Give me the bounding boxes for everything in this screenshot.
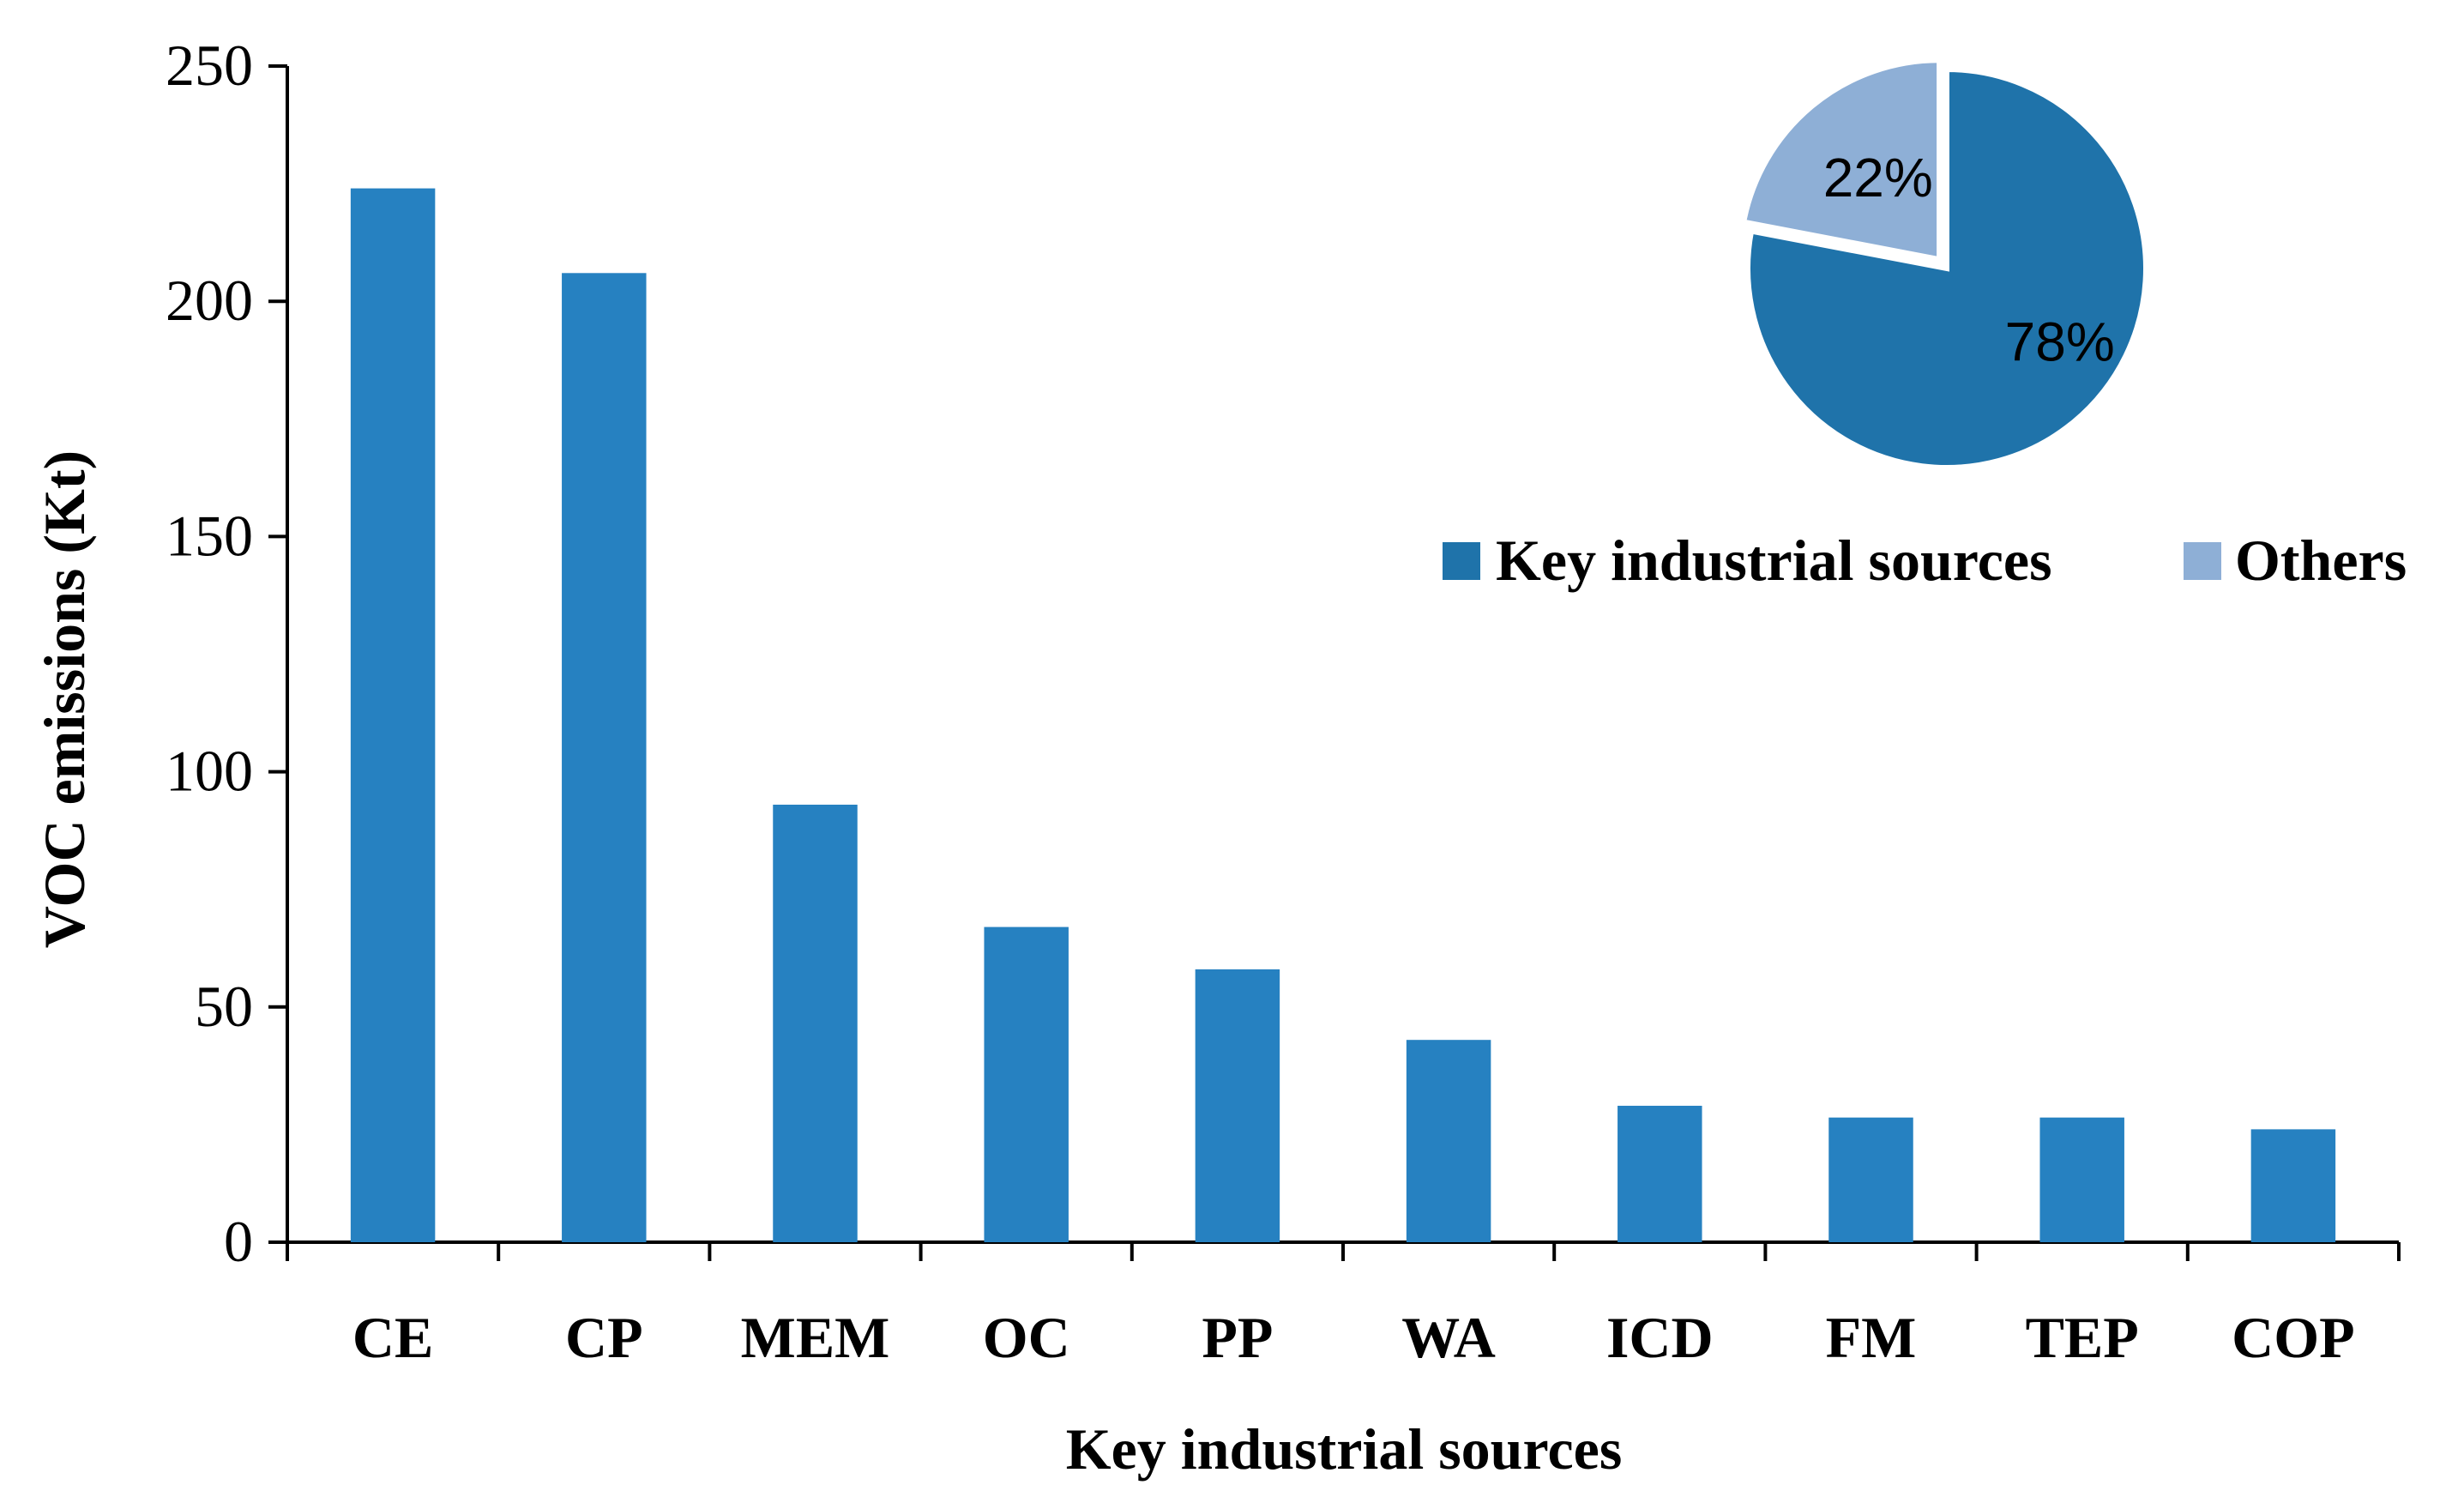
bar-pp [1195, 969, 1280, 1242]
x-ticks [286, 1242, 2401, 1261]
bar-cp [562, 273, 647, 1242]
legend-swatch-others [2184, 542, 2221, 580]
x-tick-label-wa: WA [1401, 1305, 1496, 1370]
y-tick-label-50: 50 [195, 974, 253, 1039]
x-tick-label-oc: OC [983, 1305, 1070, 1370]
bars [350, 188, 2336, 1243]
legend-swatch-key-industrial-sources [1443, 542, 1480, 580]
bar-cop [2250, 1129, 2336, 1242]
pie-slice-others [1740, 57, 1943, 263]
legend-label-others: Others [2235, 528, 2407, 593]
x-tick-labels: CE CP MEM OC PP WA ICD FM TEP COP [352, 1305, 2355, 1370]
y-axis-title: VOC emissions (Kt) [32, 450, 97, 948]
bar-oc [984, 927, 1069, 1242]
x-tick-label-tep: TEP [2026, 1305, 2139, 1370]
y-ticks: 0 50 100 150 200 250 [166, 33, 287, 1274]
x-tick-label-cp: CP [565, 1305, 643, 1370]
y-tick-label-100: 100 [166, 739, 253, 804]
y-tick-label-250: 250 [166, 33, 253, 98]
x-axis-title: Key industrial sources [1066, 1416, 1623, 1482]
x-tick-label-fm: FM [1826, 1305, 1917, 1370]
x-tick-label-cop: COP [2232, 1305, 2355, 1370]
bar-fm [1828, 1117, 1913, 1242]
pie-legend: Key industrial sources Others [1443, 528, 2407, 593]
bar-wa [1406, 1040, 1491, 1242]
bar-icd [1618, 1105, 1702, 1242]
pie-label-others: 22% [1823, 147, 1933, 208]
pie-chart: 78% 22% [1740, 57, 2148, 470]
y-tick-label-200: 200 [166, 268, 253, 333]
y-tick-label-0: 0 [224, 1209, 253, 1274]
x-tick-label-mem: MEM [741, 1305, 890, 1370]
bar-tep [2039, 1117, 2124, 1242]
x-tick-label-pp: PP [1202, 1305, 1273, 1370]
y-tick-label-150: 150 [166, 503, 253, 568]
legend-label-key-industrial-sources: Key industrial sources [1496, 528, 2052, 593]
x-tick-label-icd: ICD [1606, 1305, 1714, 1370]
pie-label-key-industrial-sources: 78% [2005, 311, 2115, 373]
pie-slice-key-industrial-sources [1745, 66, 2148, 470]
x-tick-label-ce: CE [352, 1305, 433, 1370]
bar-ce [350, 188, 436, 1243]
bar-mem [773, 804, 858, 1242]
